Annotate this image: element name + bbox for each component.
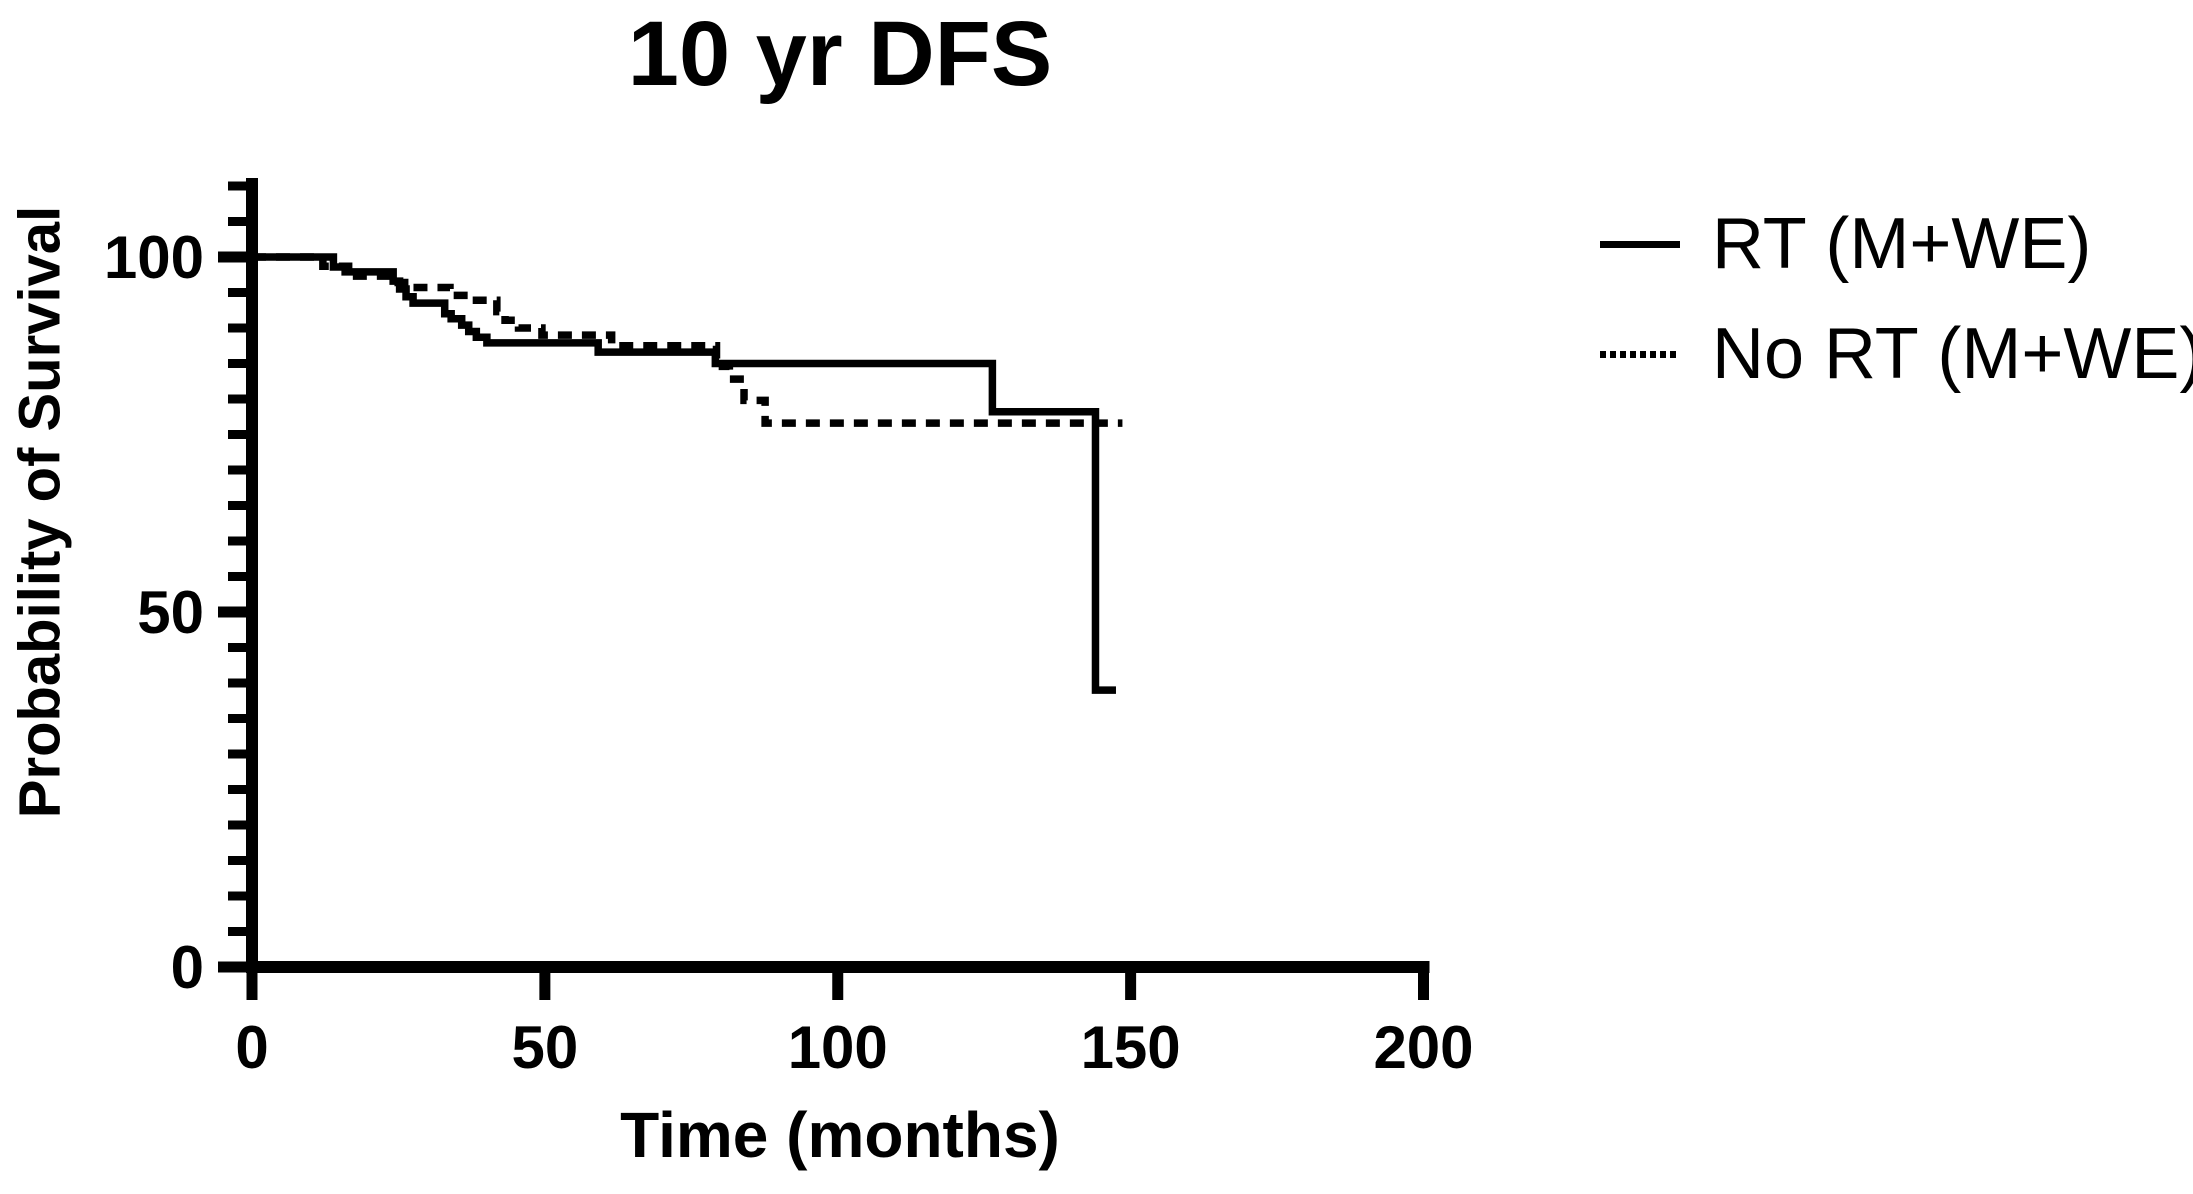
y-tick-label: 0 (171, 934, 204, 1001)
y-axis-label: Probability of Survival (7, 205, 73, 819)
x-tick-label: 200 (1373, 1014, 1473, 1081)
chart-title: 10 yr DFS (627, 3, 1053, 105)
y-tick-label: 50 (137, 579, 204, 646)
x-axis-label: Time (months) (620, 1099, 1060, 1171)
x-tick-label: 50 (512, 1014, 579, 1081)
legend-item-no-rt: No RT (M+WE) (1600, 310, 2193, 400)
legend-label-rt: RT (M+WE) (1712, 204, 2092, 284)
series-line-rt-m-we- (252, 253, 1116, 694)
solid-line-icon (1600, 241, 1680, 248)
x-tick-label: 150 (1081, 1014, 1181, 1081)
dashed-line-icon (1600, 351, 1680, 358)
legend-label-no-rt: No RT (M+WE) (1712, 314, 2193, 394)
x-tick-label: 100 (788, 1014, 888, 1081)
legend-item-rt: RT (M+WE) (1600, 200, 2160, 290)
x-tick-label: 0 (235, 1014, 268, 1081)
y-tick-label: 100 (104, 224, 204, 291)
